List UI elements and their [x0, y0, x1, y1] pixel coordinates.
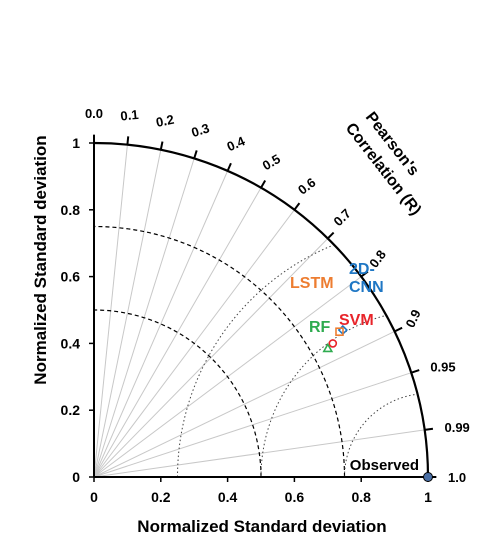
y-tick-label: 0.4 — [61, 335, 81, 351]
rms-arc — [177, 244, 335, 478]
correlation-tick-mark — [126, 136, 130, 145]
correlation-grid-line — [93, 372, 412, 478]
correlation-grid-line — [93, 170, 229, 478]
correlation-tick-label: 0.95 — [430, 359, 455, 374]
correlation-tick-label: 0.9 — [402, 307, 423, 330]
outer-arc — [93, 141, 430, 478]
2d-cnn-label: CNN — [349, 279, 384, 296]
correlation-tick-mark — [424, 427, 434, 431]
lstm-label: LSTM — [290, 275, 334, 292]
x-tick-label: 0.2 — [151, 489, 171, 505]
correlation-grid-line — [93, 238, 329, 478]
rms-arc — [260, 314, 387, 478]
correlation-tick-mark — [260, 180, 267, 189]
correlation-tick-mark — [410, 369, 420, 374]
correlation-grid-line — [93, 149, 162, 478]
x-axis-title: Normalized Standard deviation — [137, 517, 386, 536]
correlation-tick-label: 0.5 — [260, 151, 283, 173]
axis-layer — [93, 141, 430, 478]
correlation-tick-mark — [193, 150, 198, 159]
svm-label: SVM — [339, 312, 374, 329]
correlation-tick-mark — [327, 231, 335, 240]
x-tick-label: 0.6 — [285, 489, 305, 505]
correlation-grid-line — [93, 330, 395, 478]
y-tick-label: 1 — [72, 135, 80, 151]
correlation-tick-mark — [226, 162, 232, 172]
correlation-tick-label: 1.0 — [448, 470, 466, 485]
x-tick-label: 1 — [424, 489, 432, 505]
observed-label: Observed — [350, 457, 419, 474]
correlation-tick-label: 0.99 — [444, 420, 469, 435]
correlation-tick-label: 0.0 — [85, 106, 103, 121]
correlation-tick-label: 0.3 — [189, 120, 211, 140]
rf-marker — [322, 342, 334, 353]
std-dev-arc — [93, 225, 346, 478]
correlation-grid-line — [93, 187, 262, 478]
y-tick-label: 0.2 — [61, 402, 81, 418]
correlation-tick-label: 0.1 — [120, 107, 139, 124]
2d-cnn-label: 2D- — [349, 261, 375, 278]
correlation-tick-mark — [159, 141, 164, 150]
x-tick-label: 0.8 — [351, 489, 371, 505]
correlation-tick-mark — [394, 326, 403, 333]
y-tick-label: 0.8 — [61, 202, 81, 218]
correlation-tick-mark — [293, 202, 301, 211]
std-dev-arc — [93, 309, 262, 478]
correlation-tick-label: 0.7 — [330, 206, 353, 229]
marker-layer — [322, 324, 433, 482]
tick-layer: 0 0.2 0.4 0.6 0.8 1 0 0.2 0.4 0.6 0.8 1 0.0 0.1 0.2 0.3… — [61, 106, 470, 505]
rms-arc — [344, 393, 418, 478]
correlation-tick-mark — [360, 270, 369, 278]
y-axis-title: Normalized Standard deviation — [31, 135, 50, 384]
correlation-tick-label: 0.2 — [155, 112, 176, 130]
correlation-tick-label: 0.4 — [225, 133, 248, 154]
observed-marker — [423, 472, 433, 482]
lstm-marker — [335, 327, 344, 337]
svm-marker — [328, 339, 338, 348]
x-tick-label: 0.4 — [218, 489, 238, 505]
y-tick-label: 0.6 — [61, 269, 81, 285]
rf-label: RF — [309, 319, 331, 336]
x-tick-label: 0 — [90, 489, 98, 505]
y-tick-label: 0 — [72, 469, 80, 485]
correlation-tick-label: 0.6 — [295, 175, 318, 198]
grid-layer — [93, 144, 425, 478]
